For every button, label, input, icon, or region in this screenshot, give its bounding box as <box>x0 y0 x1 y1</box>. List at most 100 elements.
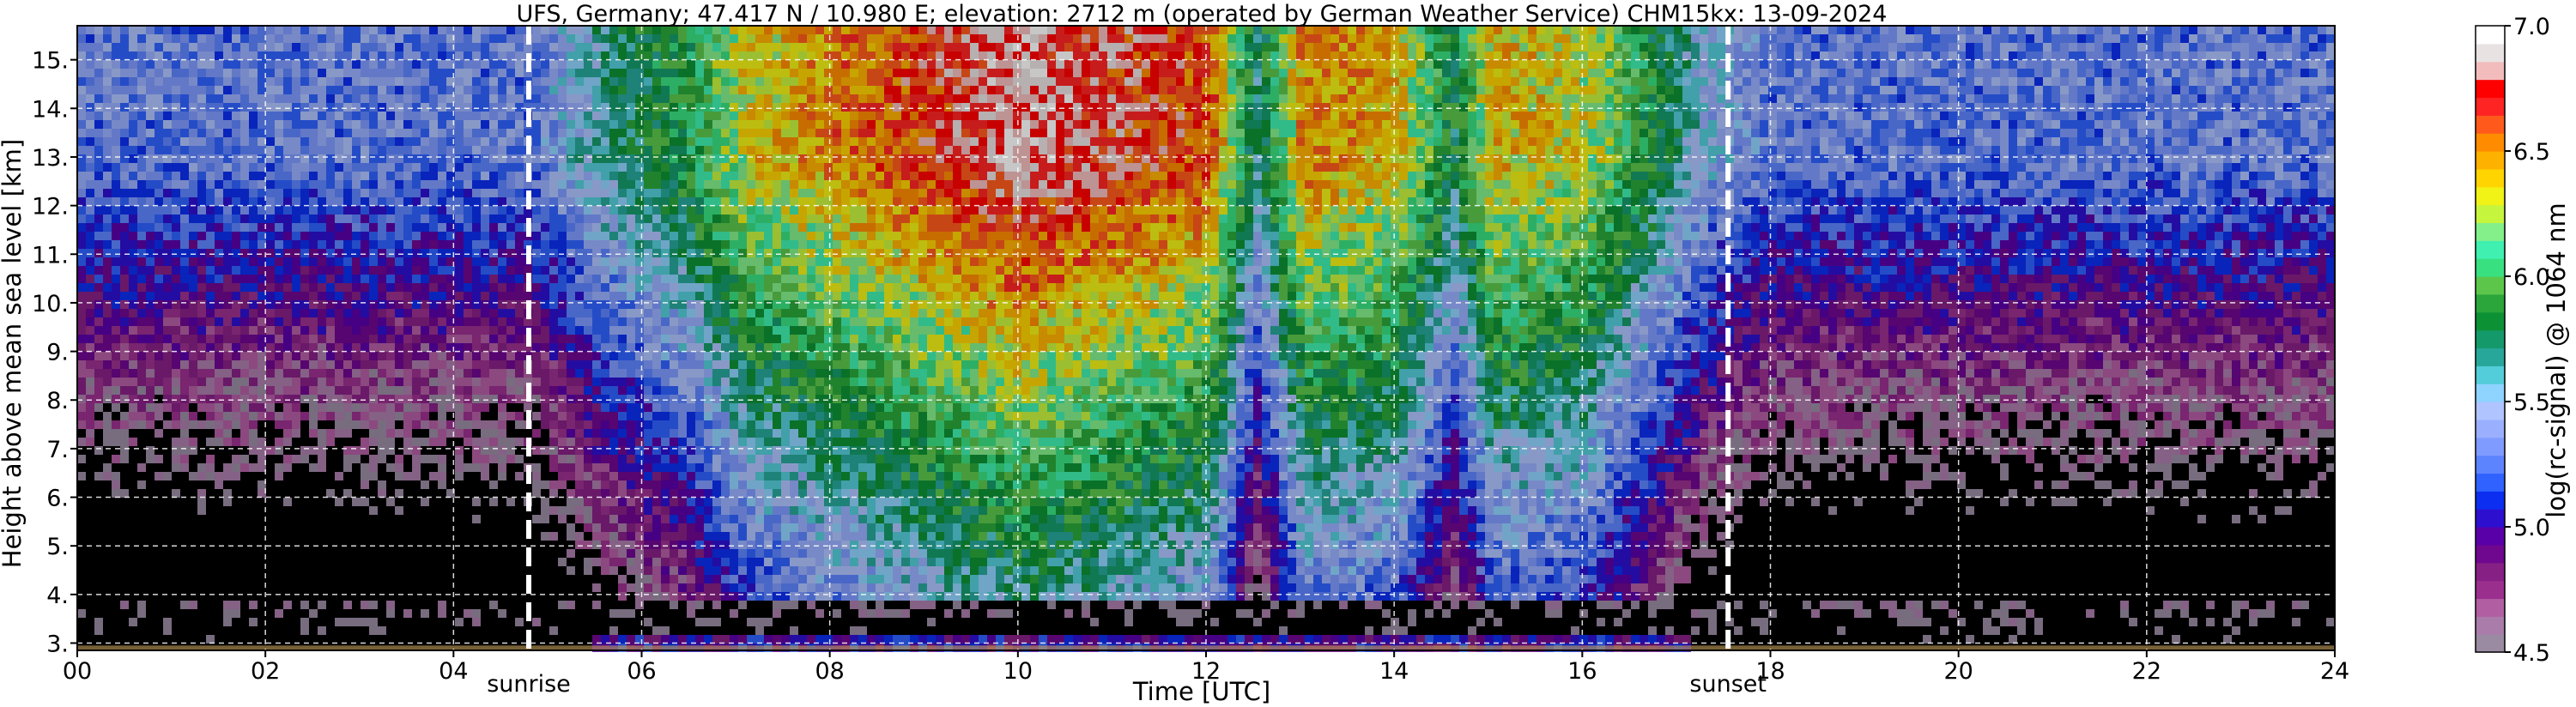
heatmap-cell <box>266 317 275 326</box>
heatmap-cell <box>764 283 773 292</box>
heatmap-cell <box>395 335 403 343</box>
heatmap-cell <box>206 343 215 352</box>
heatmap-cell <box>343 69 352 77</box>
heatmap-cell <box>575 51 584 60</box>
heatmap-cell <box>506 317 515 326</box>
heatmap-cell <box>678 403 687 412</box>
heatmap-cell <box>712 317 721 326</box>
heatmap-cell <box>472 412 481 420</box>
heatmap-cell <box>163 69 172 77</box>
heatmap-cell <box>738 335 747 343</box>
heatmap-cell <box>300 446 309 455</box>
heatmap-cell <box>584 154 592 163</box>
heatmap-cell <box>103 34 112 43</box>
heatmap-cell <box>670 26 678 34</box>
heatmap-cell <box>309 232 318 240</box>
heatmap-cell <box>326 34 335 43</box>
heatmap-cell <box>721 335 730 343</box>
heatmap-cell <box>481 378 489 386</box>
heatmap-cell <box>206 403 215 412</box>
heatmap-cell <box>652 583 661 592</box>
heatmap-cell <box>747 34 755 43</box>
heatmap-cell <box>343 463 352 472</box>
heatmap-cell <box>429 266 438 275</box>
heatmap-cell <box>146 137 155 146</box>
heatmap-cell <box>77 240 86 249</box>
heatmap-cell <box>163 317 172 326</box>
heatmap-cell <box>352 352 361 360</box>
heatmap-cell <box>112 240 120 249</box>
heatmap-cell <box>764 172 773 180</box>
heatmap-cell <box>678 369 687 378</box>
heatmap-cell <box>738 395 747 403</box>
heatmap-cell <box>798 120 807 129</box>
heatmap-cell <box>137 412 146 420</box>
heatmap-cell <box>189 412 197 420</box>
heatmap-cell <box>378 403 386 412</box>
heatmap-cell <box>721 498 730 506</box>
heatmap-cell <box>395 137 403 146</box>
heatmap-cell <box>558 69 567 77</box>
heatmap-cell <box>592 283 601 292</box>
heatmap-cell <box>592 189 601 197</box>
heatmap-cell <box>464 215 472 223</box>
heatmap-cell <box>678 223 687 232</box>
heatmap-cell <box>438 223 446 232</box>
heatmap-cell <box>446 240 455 249</box>
heatmap-cell <box>94 180 103 189</box>
heatmap-cell <box>112 378 120 386</box>
heatmap-cell <box>146 146 155 154</box>
heatmap-cell <box>807 103 815 112</box>
heatmap-cell <box>258 232 266 240</box>
heatmap-cell <box>412 412 421 420</box>
heatmap-cell <box>704 154 712 163</box>
heatmap-cell <box>704 420 712 429</box>
heatmap-cell <box>189 223 197 232</box>
heatmap-cell <box>721 558 730 566</box>
heatmap-cell <box>704 146 712 154</box>
heatmap-cell <box>695 343 704 352</box>
heatmap-cell <box>386 137 395 146</box>
heatmap-cell <box>489 249 498 257</box>
heatmap-cell <box>738 137 747 146</box>
heatmap-cell <box>86 326 94 335</box>
heatmap-cell <box>86 163 94 172</box>
heatmap-cell <box>498 420 506 429</box>
heatmap-cell <box>249 326 258 335</box>
heatmap-cell <box>601 300 609 309</box>
heatmap-cell <box>464 360 472 369</box>
heatmap-cell <box>661 506 670 515</box>
heatmap-cell <box>609 283 618 292</box>
heatmap-cell <box>335 223 343 232</box>
heatmap-cell <box>103 395 112 403</box>
heatmap-cell <box>472 215 481 223</box>
heatmap-cell <box>773 292 781 300</box>
heatmap-cell <box>215 206 223 215</box>
heatmap-cell <box>730 386 738 395</box>
heatmap-cell <box>773 283 781 292</box>
heatmap-cell <box>695 180 704 189</box>
heatmap-cell <box>215 137 223 146</box>
heatmap-cell <box>790 343 798 352</box>
heatmap-cell <box>275 352 283 360</box>
heatmap-cell <box>541 275 549 283</box>
heatmap-cell <box>489 455 498 463</box>
heatmap-cell <box>567 34 575 43</box>
heatmap-cell <box>369 43 378 51</box>
heatmap-cell <box>532 26 541 34</box>
heatmap-cell <box>567 266 575 275</box>
heatmap-cell <box>403 120 412 129</box>
heatmap-cell <box>815 352 824 360</box>
heatmap-cell <box>258 326 266 335</box>
heatmap-cell <box>541 146 549 154</box>
heatmap-cell <box>730 326 738 335</box>
heatmap-cell <box>464 112 472 120</box>
heatmap-cell <box>815 257 824 266</box>
heatmap-cell <box>567 112 575 120</box>
heatmap-cell <box>472 249 481 257</box>
heatmap-cell <box>575 489 584 498</box>
heatmap-cell <box>77 609 86 618</box>
heatmap-cell <box>747 395 755 403</box>
heatmap-cell <box>318 206 326 215</box>
heatmap-cell <box>283 172 292 180</box>
